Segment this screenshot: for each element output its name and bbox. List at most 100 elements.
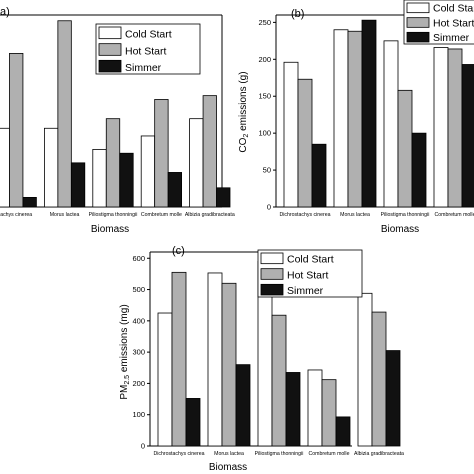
bar-hot-start [57, 20, 72, 208]
bar-simmer [185, 398, 201, 447]
bar-hot-start [221, 282, 237, 447]
legend-swatch [260, 283, 284, 296]
bar-hot-start [271, 314, 287, 447]
bar-cold-start [333, 29, 349, 208]
legend-swatch [98, 59, 122, 73]
x-axis-title: Biomass [381, 224, 419, 235]
bar-simmer [311, 143, 327, 208]
legend-swatch [406, 17, 430, 28]
legend: Cold Start Hot Start Simmer [403, 0, 474, 45]
legend-label: Hot Start [433, 17, 474, 29]
bar-cold-start [44, 127, 59, 208]
bar-cold-start [0, 127, 10, 208]
y-tick-label: 100 [132, 410, 145, 419]
x-axis-title: Biomass [209, 462, 247, 473]
bar-hot-start [202, 95, 217, 208]
bar-simmer [335, 416, 351, 447]
bar-simmer [411, 132, 427, 208]
legend-swatch [98, 43, 122, 56]
legend-label: Hot Start [125, 45, 167, 57]
bar-simmer [235, 364, 251, 447]
bar-hot-start [171, 271, 187, 447]
bar-hot-start [154, 99, 169, 208]
legend-label: Cold Start [433, 3, 474, 15]
x-tick-label: Combretum molle [309, 451, 350, 457]
y-tick-label: 200 [258, 55, 271, 64]
legend-label: Cold Start [287, 254, 334, 266]
y-tick-label: 250 [258, 18, 271, 27]
legend: Cold Start Hot Start Simmer [257, 249, 363, 298]
x-tick-label: Dichrostachys cinerea [153, 451, 204, 457]
y-tick-label: 400 [132, 316, 145, 325]
legend-label: Simmer [287, 285, 324, 297]
bar-simmer [22, 196, 37, 208]
y-tick-label: 100 [258, 129, 271, 138]
legend-label: Simmer [125, 62, 162, 74]
bar-hot-start [321, 379, 337, 447]
bar-hot-start [397, 89, 413, 208]
bar-simmer [385, 350, 401, 447]
bar-cold-start [383, 40, 399, 208]
x-axis-title: Biomass [91, 224, 129, 235]
legend: Cold Start Hot Start Simmer [95, 23, 201, 75]
x-tick-label: achys cinerea [0, 212, 32, 218]
legend-swatch [406, 31, 430, 43]
bar-cold-start [283, 61, 299, 208]
x-tick-label: Combretum molle [141, 212, 182, 218]
x-tick-label: Albizia gradibracteata [354, 451, 404, 457]
y-tick-label: 200 [132, 379, 145, 388]
y-tick-label: 300 [132, 348, 145, 357]
panel-c: 0 100 200 300 400 500 600 Dichrostachys cinerea… [132, 249, 404, 473]
bar-hot-start [347, 30, 363, 208]
legend-label: Simmer [433, 32, 470, 44]
bar-simmer [461, 64, 474, 208]
bar-cold-start [433, 47, 449, 208]
legend-swatch [98, 26, 122, 40]
bar-cold-start [307, 369, 323, 447]
legend-swatch [406, 2, 430, 14]
x-tick-label: Morus lactea [340, 212, 370, 218]
bar-cold-start [207, 272, 223, 447]
x-tick-label: Albizia gradibracteata [185, 212, 235, 218]
x-tick-label: Dichrostachys cinerea [279, 212, 330, 218]
y-tick-label: 600 [132, 254, 145, 263]
y-tick-label: 500 [132, 285, 145, 294]
x-tick-label: Combretum molle [435, 212, 474, 218]
legend-swatch [260, 268, 284, 280]
panel-c-label: (c) [172, 245, 185, 257]
bar-hot-start [105, 118, 121, 208]
y-tick-label: 50 [263, 166, 271, 175]
bar-simmer [285, 372, 301, 447]
x-tick-label: Piliostigma thonningii [381, 212, 430, 218]
panel-b-label: (b) [291, 8, 304, 20]
x-tick-label: Morus lactea [214, 451, 244, 457]
y-tick-label: 0 [267, 203, 271, 212]
bar-cold-start [357, 292, 373, 447]
panel-b: 0 50 100 150 200 250 Dichrostachys cinerea Moru… [258, 0, 474, 235]
bar-hot-start [447, 48, 463, 208]
panel-c-ylabel: PM2.5 emissions (mg) [119, 304, 131, 399]
bar-cold-start [140, 135, 156, 208]
bar-simmer [361, 19, 377, 208]
bar-simmer [216, 187, 231, 208]
bar-simmer [119, 152, 134, 208]
y-tick-label: 0 [141, 442, 145, 451]
panel-a-label: a) [0, 6, 10, 18]
bar-simmer [70, 162, 86, 208]
panel-b-ylabel: CO2 emissions (g) [238, 71, 250, 152]
bar-hot-start [9, 53, 24, 208]
bar-hot-start [297, 78, 313, 208]
bar-cold-start [92, 148, 107, 208]
bar-simmer [167, 172, 182, 208]
bar-cold-start [157, 312, 173, 447]
x-tick-label: Piliostigma thonningii [255, 451, 304, 457]
panel-a: achys cinerea Morus lactea Piliostigma tho… [0, 14, 235, 235]
x-tick-label: Piliostigma thonningii [89, 212, 138, 218]
bar-hot-start [371, 311, 387, 447]
y-tick-label: 150 [258, 92, 271, 101]
legend-label: Cold Start [125, 29, 172, 41]
legend-label: Hot Start [287, 269, 329, 281]
legend-swatch [260, 252, 284, 265]
bar-cold-start [189, 118, 204, 208]
